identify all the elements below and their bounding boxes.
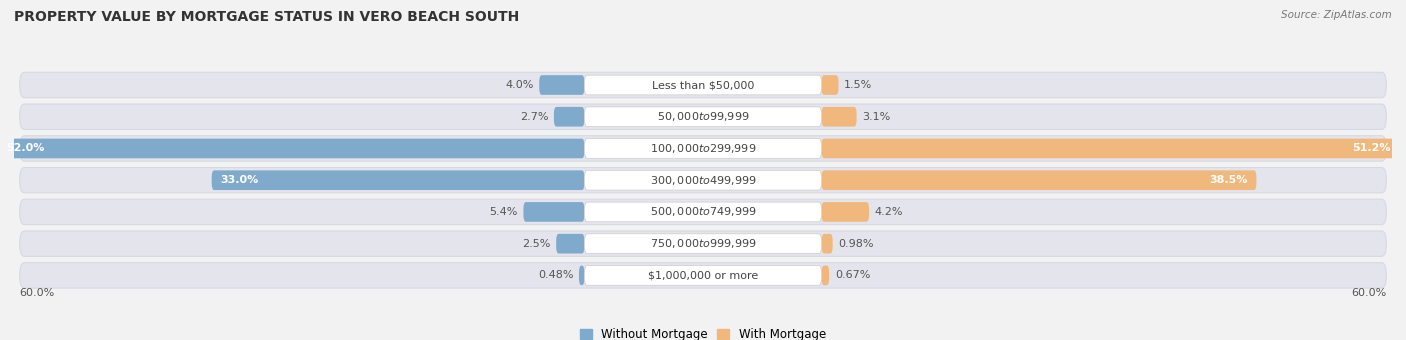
Text: 3.1%: 3.1% xyxy=(862,112,890,122)
Text: $1,000,000 or more: $1,000,000 or more xyxy=(648,270,758,280)
Text: $50,000 to $99,999: $50,000 to $99,999 xyxy=(657,110,749,123)
Text: 38.5%: 38.5% xyxy=(1209,175,1247,185)
FancyBboxPatch shape xyxy=(20,136,1386,161)
FancyBboxPatch shape xyxy=(212,170,585,190)
FancyBboxPatch shape xyxy=(821,170,1257,190)
Text: $300,000 to $499,999: $300,000 to $499,999 xyxy=(650,174,756,187)
FancyBboxPatch shape xyxy=(20,231,1386,256)
FancyBboxPatch shape xyxy=(20,199,1386,225)
FancyBboxPatch shape xyxy=(0,139,585,158)
FancyBboxPatch shape xyxy=(585,266,821,285)
FancyBboxPatch shape xyxy=(585,234,821,254)
Text: PROPERTY VALUE BY MORTGAGE STATUS IN VERO BEACH SOUTH: PROPERTY VALUE BY MORTGAGE STATUS IN VER… xyxy=(14,10,519,24)
Text: 5.4%: 5.4% xyxy=(489,207,517,217)
Text: 51.2%: 51.2% xyxy=(1353,143,1391,153)
FancyBboxPatch shape xyxy=(20,263,1386,288)
FancyBboxPatch shape xyxy=(821,75,838,95)
FancyBboxPatch shape xyxy=(20,168,1386,193)
FancyBboxPatch shape xyxy=(585,75,821,95)
Text: $750,000 to $999,999: $750,000 to $999,999 xyxy=(650,237,756,250)
FancyBboxPatch shape xyxy=(585,202,821,222)
FancyBboxPatch shape xyxy=(585,107,821,126)
Text: 4.0%: 4.0% xyxy=(505,80,534,90)
FancyBboxPatch shape xyxy=(540,75,585,95)
Text: Less than $50,000: Less than $50,000 xyxy=(652,80,754,90)
Text: 52.0%: 52.0% xyxy=(6,143,45,153)
Text: 33.0%: 33.0% xyxy=(221,175,259,185)
FancyBboxPatch shape xyxy=(523,202,585,222)
FancyBboxPatch shape xyxy=(821,139,1400,158)
Text: 4.2%: 4.2% xyxy=(875,207,903,217)
FancyBboxPatch shape xyxy=(557,234,585,254)
Text: 0.98%: 0.98% xyxy=(838,239,873,249)
FancyBboxPatch shape xyxy=(821,234,832,254)
FancyBboxPatch shape xyxy=(554,107,585,126)
FancyBboxPatch shape xyxy=(20,72,1386,98)
Text: $100,000 to $299,999: $100,000 to $299,999 xyxy=(650,142,756,155)
Text: 1.5%: 1.5% xyxy=(844,80,873,90)
FancyBboxPatch shape xyxy=(585,170,821,190)
Text: 0.67%: 0.67% xyxy=(835,270,870,280)
FancyBboxPatch shape xyxy=(585,139,821,158)
FancyBboxPatch shape xyxy=(821,202,869,222)
Text: 2.7%: 2.7% xyxy=(520,112,548,122)
FancyBboxPatch shape xyxy=(821,266,830,285)
Text: 2.5%: 2.5% xyxy=(522,239,551,249)
Legend: Without Mortgage, With Mortgage: Without Mortgage, With Mortgage xyxy=(575,323,831,340)
Text: 0.48%: 0.48% xyxy=(538,270,574,280)
Text: 60.0%: 60.0% xyxy=(1351,288,1386,298)
Text: Source: ZipAtlas.com: Source: ZipAtlas.com xyxy=(1281,10,1392,20)
FancyBboxPatch shape xyxy=(821,107,856,126)
Text: 60.0%: 60.0% xyxy=(20,288,55,298)
FancyBboxPatch shape xyxy=(20,104,1386,130)
Text: $500,000 to $749,999: $500,000 to $749,999 xyxy=(650,205,756,218)
FancyBboxPatch shape xyxy=(579,266,585,285)
